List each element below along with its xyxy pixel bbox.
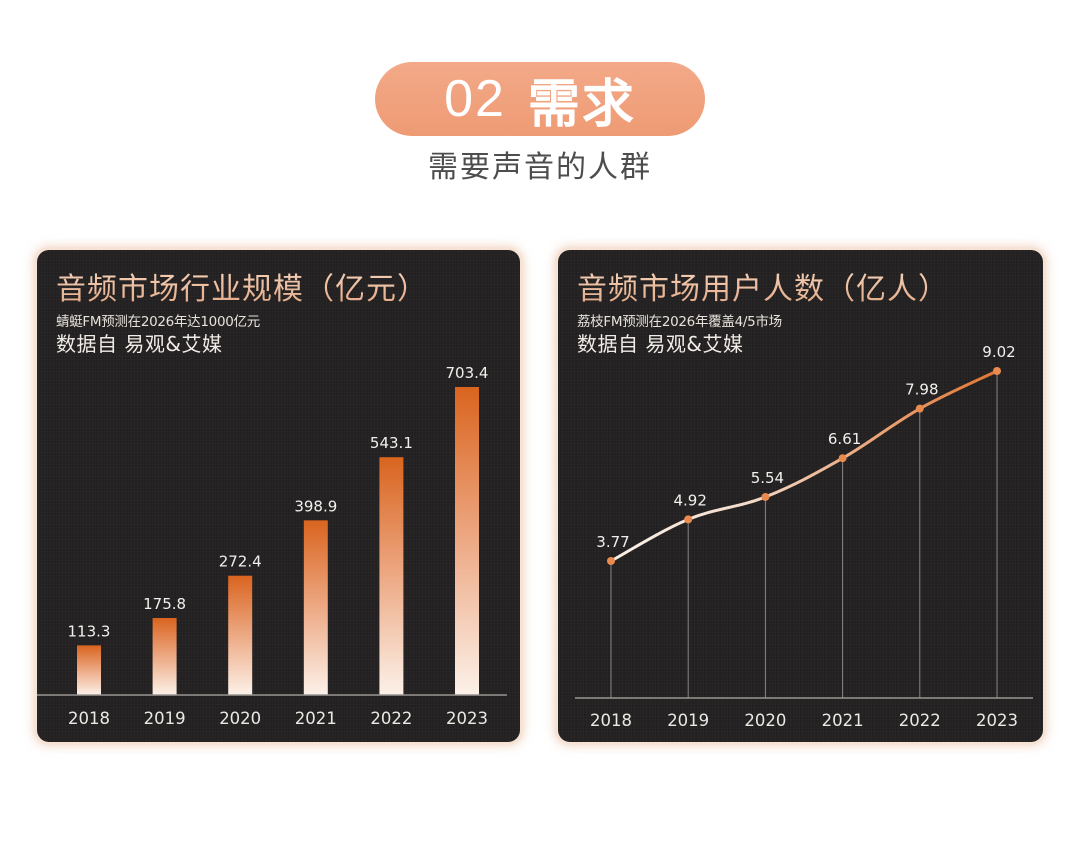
x-tick-label: 2020 [219,709,261,728]
user-count-line-chart: 3.77 4.92 5.54 6.61 7.98 9.02 2018 2019 2020 202… [575,343,1033,730]
point-value-label: 3.77 [596,533,629,551]
bar-value-label: 113.3 [68,622,111,640]
bar-value-label: 272.4 [219,553,262,571]
point-2018 [607,557,615,565]
point-2021 [838,454,847,463]
point-value-label: 4.92 [673,491,706,509]
x-tick-label: 2019 [144,709,186,728]
user-count-card: 音频市场用户人数（亿人） 荔枝FM预测在2026年覆盖4/5市场 数据自 易观&… [558,250,1043,742]
market-size-title: 音频市场行业规模（亿元） [56,264,428,308]
point-value-label: 5.54 [751,469,784,487]
x-tick-label: 2023 [976,711,1018,730]
bar-2019 [152,618,177,695]
x-tick-label: 2018 [590,711,632,730]
section-header-pill: 02 需求 [375,62,705,136]
x-tick-label: 2018 [68,709,110,728]
bar-2018 [77,645,101,695]
point-value-label: 7.98 [905,381,938,399]
bar-value-label: 398.9 [294,497,337,515]
point-2023 [993,367,1001,375]
user-count-title: 音频市场用户人数（亿人） [577,264,949,308]
section-number: 02 [444,70,506,128]
market-size-source: 数据自 易观&艾媒 [56,332,223,356]
x-tick-label: 2021 [295,709,337,728]
bar-2022 [379,457,404,695]
section-subtitle: 需要声音的人群 [428,150,652,185]
x-tick-label: 2019 [667,711,709,730]
point-value-label: 6.61 [828,430,861,448]
x-tick-label: 2022 [370,709,412,728]
x-tick-label: 2021 [822,711,864,730]
x-tick-label: 2020 [744,711,786,730]
user-count-line [609,369,999,563]
bar-value-label: 703.4 [446,364,489,382]
point-2022 [915,404,924,413]
market-size-card: 音频市场行业规模（亿元） 蜻蜓FM预测在2026年达1000亿元 数据自 易观&… [37,250,520,742]
x-tick-label: 2022 [899,711,941,730]
bar-2023 [455,387,479,695]
x-tick-label: 2023 [446,709,488,728]
user-count-source: 数据自 易观&艾媒 [577,332,744,356]
section-title: 需求 [527,74,636,135]
bar-value-label: 175.8 [143,595,186,613]
point-value-label: 9.02 [982,343,1015,361]
market-size-bar-chart: 113.3 175.8 272.4 398.9 543.1 703.4 2018 2019 2… [37,364,507,728]
point-2019 [684,515,693,524]
point-2020 [761,492,770,501]
user-count-forecast-note: 荔枝FM预测在2026年覆盖4/5市场 [577,314,782,330]
bar-2021 [303,520,328,695]
market-size-forecast-note: 蜻蜓FM预测在2026年达1000亿元 [56,314,260,330]
bar-2020 [228,575,253,695]
bar-value-label: 543.1 [370,434,413,452]
